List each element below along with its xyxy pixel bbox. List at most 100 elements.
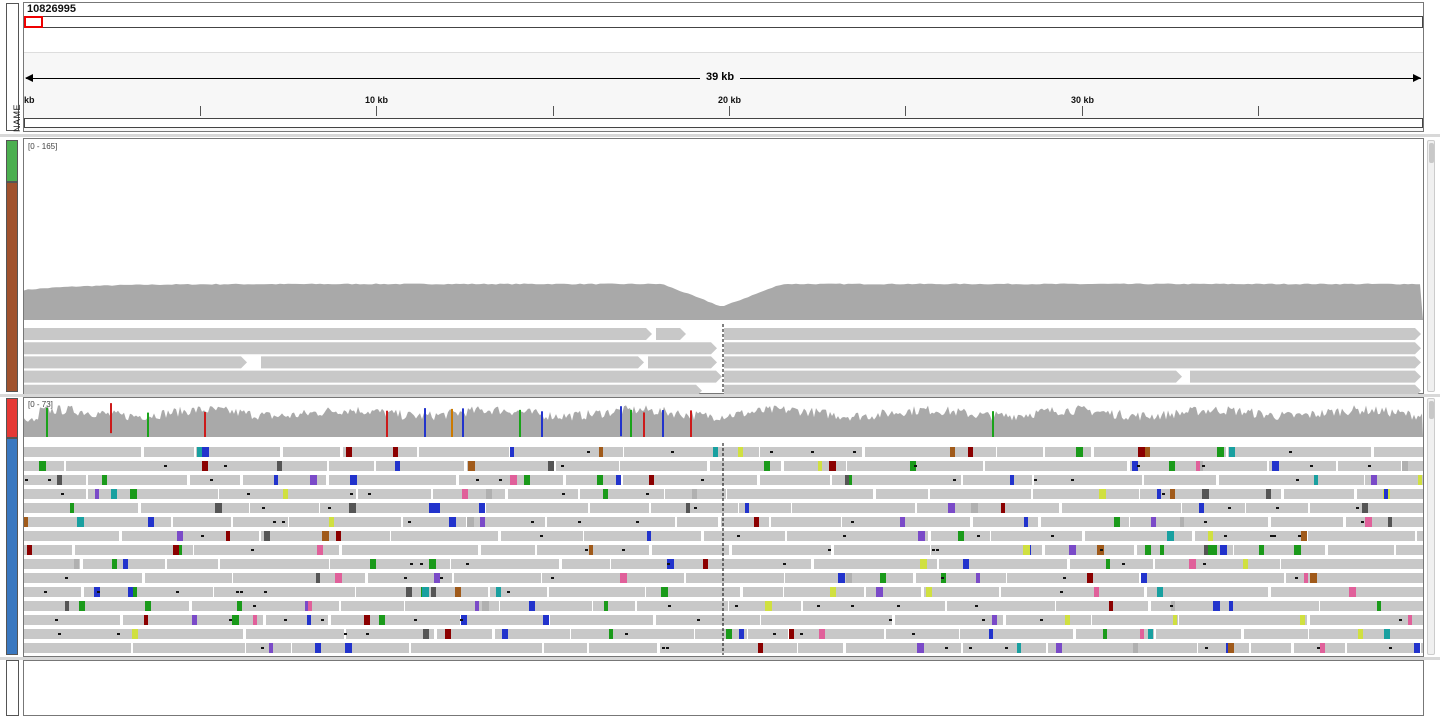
- mismatch: [1069, 545, 1076, 555]
- mismatch: [900, 517, 905, 527]
- mismatch: [1384, 489, 1388, 499]
- panel-divider[interactable]: [0, 394, 1440, 397]
- insertion-mark: [1122, 563, 1125, 565]
- mismatch-spike: [992, 411, 994, 437]
- insertion-mark: [1063, 577, 1066, 579]
- feature-data-area[interactable]: [23, 660, 1424, 716]
- read: [24, 356, 247, 369]
- feature-name-column[interactable]: [6, 660, 19, 716]
- insertion-mark: [1040, 619, 1043, 621]
- read: [246, 629, 344, 639]
- panel-divider[interactable]: [0, 134, 1440, 137]
- read: [924, 587, 999, 597]
- read: [66, 461, 206, 471]
- read: [724, 342, 1421, 355]
- mismatch: [24, 517, 28, 527]
- chromosome-ideogram[interactable]: [24, 16, 1423, 28]
- insertion-mark: [773, 633, 776, 635]
- read: [549, 587, 645, 597]
- read: [1308, 531, 1415, 541]
- track-1-scrollbar[interactable]: [1427, 140, 1435, 392]
- read: [798, 643, 843, 653]
- mismatch: [1145, 545, 1151, 555]
- insertion-mark: [282, 521, 285, 523]
- tick-mark: [1082, 106, 1083, 116]
- read: [1141, 573, 1284, 583]
- mismatch: [1228, 643, 1234, 653]
- read: [233, 573, 365, 583]
- track-2-coverage-tab[interactable]: [6, 398, 18, 438]
- mismatch: [79, 601, 85, 611]
- read: [1085, 531, 1192, 541]
- mismatch: [758, 643, 763, 653]
- read: [419, 447, 509, 457]
- read: [1346, 517, 1423, 527]
- mismatch: [524, 475, 530, 485]
- read: [411, 643, 542, 653]
- read: [24, 489, 86, 499]
- panel-divider[interactable]: [0, 657, 1440, 660]
- insertion-mark: [328, 507, 331, 509]
- read: [611, 559, 670, 569]
- mismatch: [661, 587, 668, 597]
- insertion-mark: [366, 633, 369, 635]
- read: [1155, 559, 1280, 569]
- mismatch: [1173, 615, 1177, 625]
- mismatch: [1408, 615, 1412, 625]
- current-view-indicator[interactable]: [24, 16, 43, 28]
- read: [214, 587, 355, 597]
- insertion-mark: [25, 479, 28, 481]
- name-column-header[interactable]: NAME: [6, 3, 22, 132]
- read: [1244, 629, 1308, 639]
- read: [695, 629, 747, 639]
- insertion-mark: [666, 647, 669, 649]
- read: [24, 573, 142, 583]
- insertion-mark: [240, 591, 243, 593]
- read: [376, 461, 464, 471]
- track-2-scrollbar[interactable]: [1427, 398, 1435, 655]
- track-1-scroll-thumb[interactable]: [1429, 143, 1434, 163]
- mismatch: [1310, 573, 1317, 583]
- tick-mark: [200, 106, 201, 116]
- mismatch: [1024, 517, 1028, 527]
- track-2-coverage-range: [0 - 73]: [28, 400, 53, 409]
- mismatch: [1272, 461, 1279, 471]
- track-2-alignments[interactable]: [24, 443, 1423, 655]
- read: [991, 531, 1082, 541]
- read: [1033, 489, 1139, 499]
- mismatch: [70, 503, 74, 513]
- mismatch: [253, 615, 257, 625]
- mismatch: [310, 475, 317, 485]
- read: [1281, 559, 1423, 569]
- ruler-panel: NAME 10826995 39 kb kb 10 kb 20 kb 30 kb: [0, 0, 1440, 135]
- read: [329, 475, 456, 485]
- mismatch: [1384, 629, 1390, 639]
- track-1-reads-tab[interactable]: [6, 182, 18, 392]
- mismatch: [148, 517, 154, 527]
- mismatch: [880, 573, 886, 583]
- read: [173, 517, 231, 527]
- mismatch: [529, 601, 535, 611]
- insertion-mark: [499, 479, 502, 481]
- mismatch: [95, 489, 99, 499]
- mismatch: [620, 573, 627, 583]
- read: [985, 461, 1127, 471]
- locus-position: 10826995: [27, 3, 76, 15]
- insertion-mark: [701, 479, 704, 481]
- read: [88, 475, 187, 485]
- insertion-mark: [236, 591, 239, 593]
- insertion-mark: [1100, 549, 1103, 551]
- track-2-reads-tab[interactable]: [6, 438, 18, 655]
- read: [1001, 587, 1144, 597]
- insertion-mark: [408, 521, 411, 523]
- track-2-scroll-thumb[interactable]: [1429, 401, 1434, 419]
- mismatch: [192, 615, 197, 625]
- read: [939, 559, 1067, 569]
- track-1-coverage-tab[interactable]: [6, 140, 18, 182]
- mismatch: [1114, 517, 1120, 527]
- mismatch: [845, 475, 849, 485]
- mismatch: [1076, 447, 1083, 457]
- mismatch: [1180, 517, 1184, 527]
- mismatch: [215, 503, 222, 513]
- mismatch: [1140, 629, 1144, 639]
